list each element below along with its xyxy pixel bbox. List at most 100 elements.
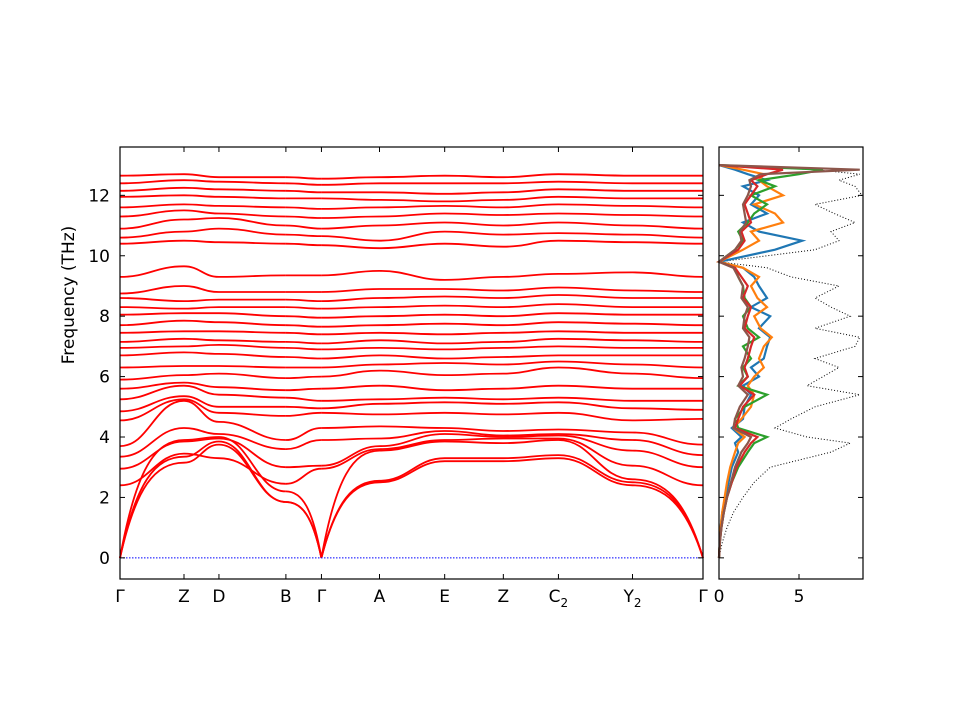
band-line [321, 384, 703, 392]
band-line [321, 294, 703, 302]
band-line [119, 399, 286, 447]
y-tick-label: 2 [99, 488, 110, 508]
band-line [321, 230, 704, 242]
dos-x-tick-label: 0 [714, 587, 725, 607]
dos-x-tick-label: 5 [794, 587, 805, 607]
band-line [285, 324, 322, 328]
band-line [321, 286, 704, 293]
dos-curve [718, 164, 863, 559]
band-line [320, 439, 704, 559]
band-line [119, 179, 286, 185]
band-line [321, 430, 704, 456]
band-line [321, 360, 704, 369]
band-line [285, 347, 322, 351]
band-line [321, 180, 703, 186]
band-line [119, 440, 286, 559]
band-line [285, 464, 322, 469]
band-line [285, 206, 322, 210]
band-line [119, 217, 286, 230]
x-tick-label: D [212, 587, 225, 607]
x-tick-label: Z [178, 587, 190, 607]
y-tick-label: 0 [99, 549, 110, 569]
band-line [321, 321, 704, 328]
band-line [321, 437, 704, 487]
band-lines [119, 173, 704, 559]
band-line [320, 457, 704, 559]
band-line [119, 239, 286, 245]
band-line [321, 173, 704, 180]
band-line [119, 398, 286, 422]
band-line [321, 337, 704, 345]
y-tick-label: 8 [99, 307, 110, 327]
dos-curve [715, 164, 786, 558]
y-axis-ticks: 0 2 4 6 8 10 12 [88, 186, 703, 569]
band-line [285, 427, 322, 441]
band-line [321, 221, 704, 230]
band-line [285, 306, 322, 310]
band-line [119, 381, 286, 392]
band-line [285, 233, 322, 237]
band-line [119, 384, 286, 401]
y-tick-label: 12 [88, 186, 110, 206]
band-line [285, 189, 322, 194]
band-line [119, 227, 286, 239]
band-line [119, 285, 286, 295]
band-line [119, 427, 286, 458]
band-line [119, 173, 286, 179]
x-tick-label: E [439, 587, 450, 607]
dos-curve [716, 164, 784, 558]
band-line [285, 387, 322, 392]
band-line [321, 396, 703, 402]
band-line [285, 356, 322, 360]
band-axes-frame [119, 146, 704, 580]
band-line [321, 195, 703, 203]
band-line [321, 330, 703, 336]
band-line [119, 452, 286, 487]
band-line [320, 454, 704, 559]
x-tick-label: Z [498, 587, 510, 607]
band-line [119, 209, 286, 218]
band-line [119, 297, 286, 303]
x-tick-label: Γ [698, 587, 708, 607]
band-line [321, 366, 704, 379]
dos-axes-frame [718, 146, 864, 580]
x-axis-ticks: Γ Z D B Γ A E Z C2 Y2 Γ [115, 147, 708, 610]
band-line [321, 312, 703, 319]
band-line [119, 365, 286, 369]
band-line [119, 437, 286, 470]
band-line [321, 203, 704, 210]
x-tick-label: A [374, 587, 386, 607]
band-line [285, 375, 322, 379]
band-line [321, 433, 704, 469]
band-structure-panel: 0 2 4 6 8 10 12 Γ Z D B Γ A E Z C2 Y2 Γ Frequency (THz) [59, 146, 708, 610]
band-line [321, 269, 704, 281]
band-line [285, 315, 322, 319]
band-line [321, 354, 703, 360]
band-line [119, 186, 286, 192]
y-tick-label: 4 [99, 428, 110, 448]
band-line [285, 467, 322, 485]
dos-lines [715, 164, 863, 559]
band-line [285, 176, 322, 180]
band-line [119, 306, 286, 310]
band-line [285, 396, 322, 402]
band-line [119, 395, 286, 413]
band-line [119, 319, 286, 327]
x-tick-label: B [280, 587, 292, 607]
band-line [321, 212, 704, 219]
band-line [285, 182, 322, 186]
band-line [285, 411, 322, 417]
band-line [321, 303, 703, 310]
band-line [285, 242, 322, 247]
band-line [119, 337, 286, 343]
band-line [321, 425, 704, 446]
band-line [119, 265, 286, 278]
band-line [119, 351, 286, 358]
band-line [285, 341, 322, 345]
dos-curve [716, 164, 860, 558]
band-line [321, 401, 704, 411]
x-tick-label: Γ [317, 587, 327, 607]
